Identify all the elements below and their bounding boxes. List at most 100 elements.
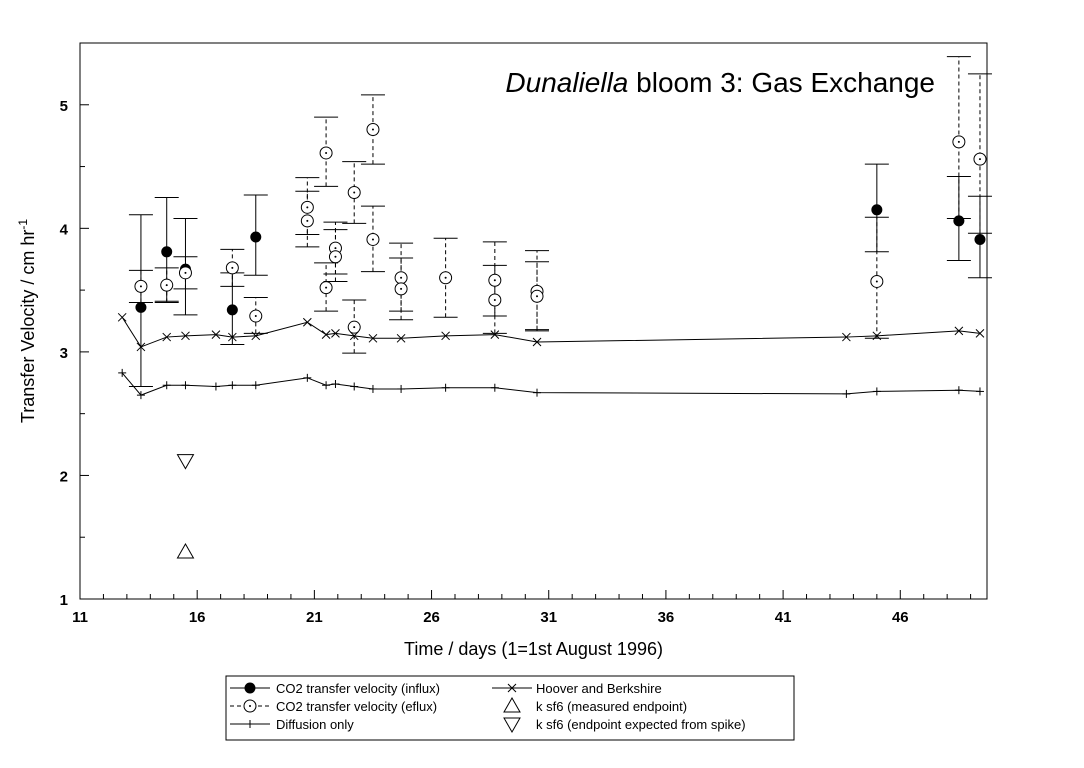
eflux-point (870, 274, 884, 288)
hoover-point (975, 329, 985, 338)
hoover-point (842, 332, 851, 342)
marker-shape (135, 301, 147, 313)
eflux-point (347, 186, 361, 200)
legend-marker (246, 720, 254, 728)
influx-point (135, 301, 147, 313)
marker-stroke (117, 312, 127, 322)
marker-stroke (349, 331, 359, 341)
marker-dot (306, 206, 309, 209)
x-tick-label: 16 (189, 609, 206, 626)
y-tick-label: 1 (60, 592, 68, 609)
error-bar (314, 116, 339, 187)
hoover-point (181, 331, 190, 341)
eflux-point (488, 293, 502, 307)
eflux-point (530, 289, 544, 303)
marker-stroke (162, 332, 172, 342)
marker-stroke (331, 329, 340, 338)
legend-item: k sf6 (endpoint expected from spike) (503, 717, 746, 734)
error-bar (525, 261, 550, 332)
eflux-point (488, 273, 502, 287)
hoover-point (321, 330, 331, 339)
marker-dot (978, 158, 981, 161)
diffusion-point (975, 387, 984, 396)
marker-dot (444, 276, 447, 279)
error-bar (342, 299, 367, 354)
hoover-point (117, 312, 127, 322)
legend-marker (503, 717, 521, 734)
hoover-point (490, 330, 500, 339)
marker-dot (371, 128, 374, 131)
y-tick-label: 2 (60, 468, 68, 485)
marker-dot (536, 295, 539, 298)
legend-marker (244, 682, 256, 694)
error-bar (220, 248, 245, 287)
hoover-point (872, 331, 882, 341)
eflux-point (439, 271, 453, 285)
marker-dot (493, 279, 496, 282)
marker-dot (249, 705, 251, 707)
diffusion-point (397, 384, 406, 393)
legend-label: k sf6 (measured endpoint) (536, 699, 687, 714)
diffusion-point (162, 381, 171, 390)
legend-item: Diffusion only (230, 717, 354, 732)
marker-shape (176, 454, 195, 470)
hoover-point (532, 337, 542, 347)
influx-point (226, 304, 238, 316)
marker-dot (184, 271, 187, 274)
marker-shape (503, 717, 521, 734)
marker-dot (139, 285, 142, 288)
x-axis-title: Time / days (1=1st August 1996) (404, 639, 663, 659)
x-tick-label: 11 (72, 609, 88, 626)
diffusion-point (350, 382, 359, 391)
ksf6-measured-point (176, 543, 195, 559)
x-tick-label: 36 (658, 609, 675, 626)
hoover-point (162, 332, 172, 342)
error-bar (433, 237, 458, 318)
eflux-point (952, 135, 966, 149)
legend-marker (507, 683, 517, 693)
x-tick-label: 21 (306, 609, 323, 626)
marker-dot (400, 287, 403, 290)
marker-stroke (136, 342, 146, 352)
marker-stroke (441, 331, 450, 341)
marker-shape (974, 233, 986, 245)
eflux-point (178, 266, 192, 280)
eflux-point (973, 152, 987, 166)
marker-shape (871, 204, 883, 216)
marker-shape (244, 682, 256, 694)
legend-label: k sf6 (endpoint expected from spike) (536, 717, 746, 732)
marker-dot (371, 238, 374, 241)
hoover-point (211, 330, 221, 339)
hoover-point (349, 331, 359, 341)
series-line-diffusion-only (121, 372, 980, 396)
influx-point (871, 204, 883, 216)
eflux-point (366, 232, 380, 246)
diffusion-point (322, 381, 331, 390)
marker-dot (334, 247, 337, 250)
error-bar (360, 205, 385, 273)
hoover-point (954, 326, 964, 336)
influx-point (250, 231, 262, 243)
marker-dot (353, 326, 356, 329)
marker-shape (226, 304, 238, 316)
marker-shape (161, 246, 173, 258)
legend-label: Diffusion only (276, 717, 354, 732)
eflux-point (160, 278, 174, 292)
eflux-point (134, 279, 148, 293)
diffusion-point (954, 386, 963, 395)
series-line-hoover-berkshire (121, 317, 981, 348)
diffusion-point (303, 373, 312, 382)
hoover-point (302, 317, 312, 327)
diffusion-point (181, 381, 190, 390)
eflux-point (225, 261, 239, 275)
diffusion-point (118, 368, 127, 377)
marker-stroke (368, 333, 378, 343)
legend-item: Hoover and Berkshire (492, 681, 662, 696)
marker-stroke (302, 317, 312, 327)
marker-shape (176, 543, 195, 559)
marker-stroke (975, 329, 985, 338)
diffusion-point (441, 383, 450, 392)
plot-frame (79, 42, 988, 600)
marker-stroke (842, 332, 851, 342)
diffusion-point (251, 381, 260, 390)
